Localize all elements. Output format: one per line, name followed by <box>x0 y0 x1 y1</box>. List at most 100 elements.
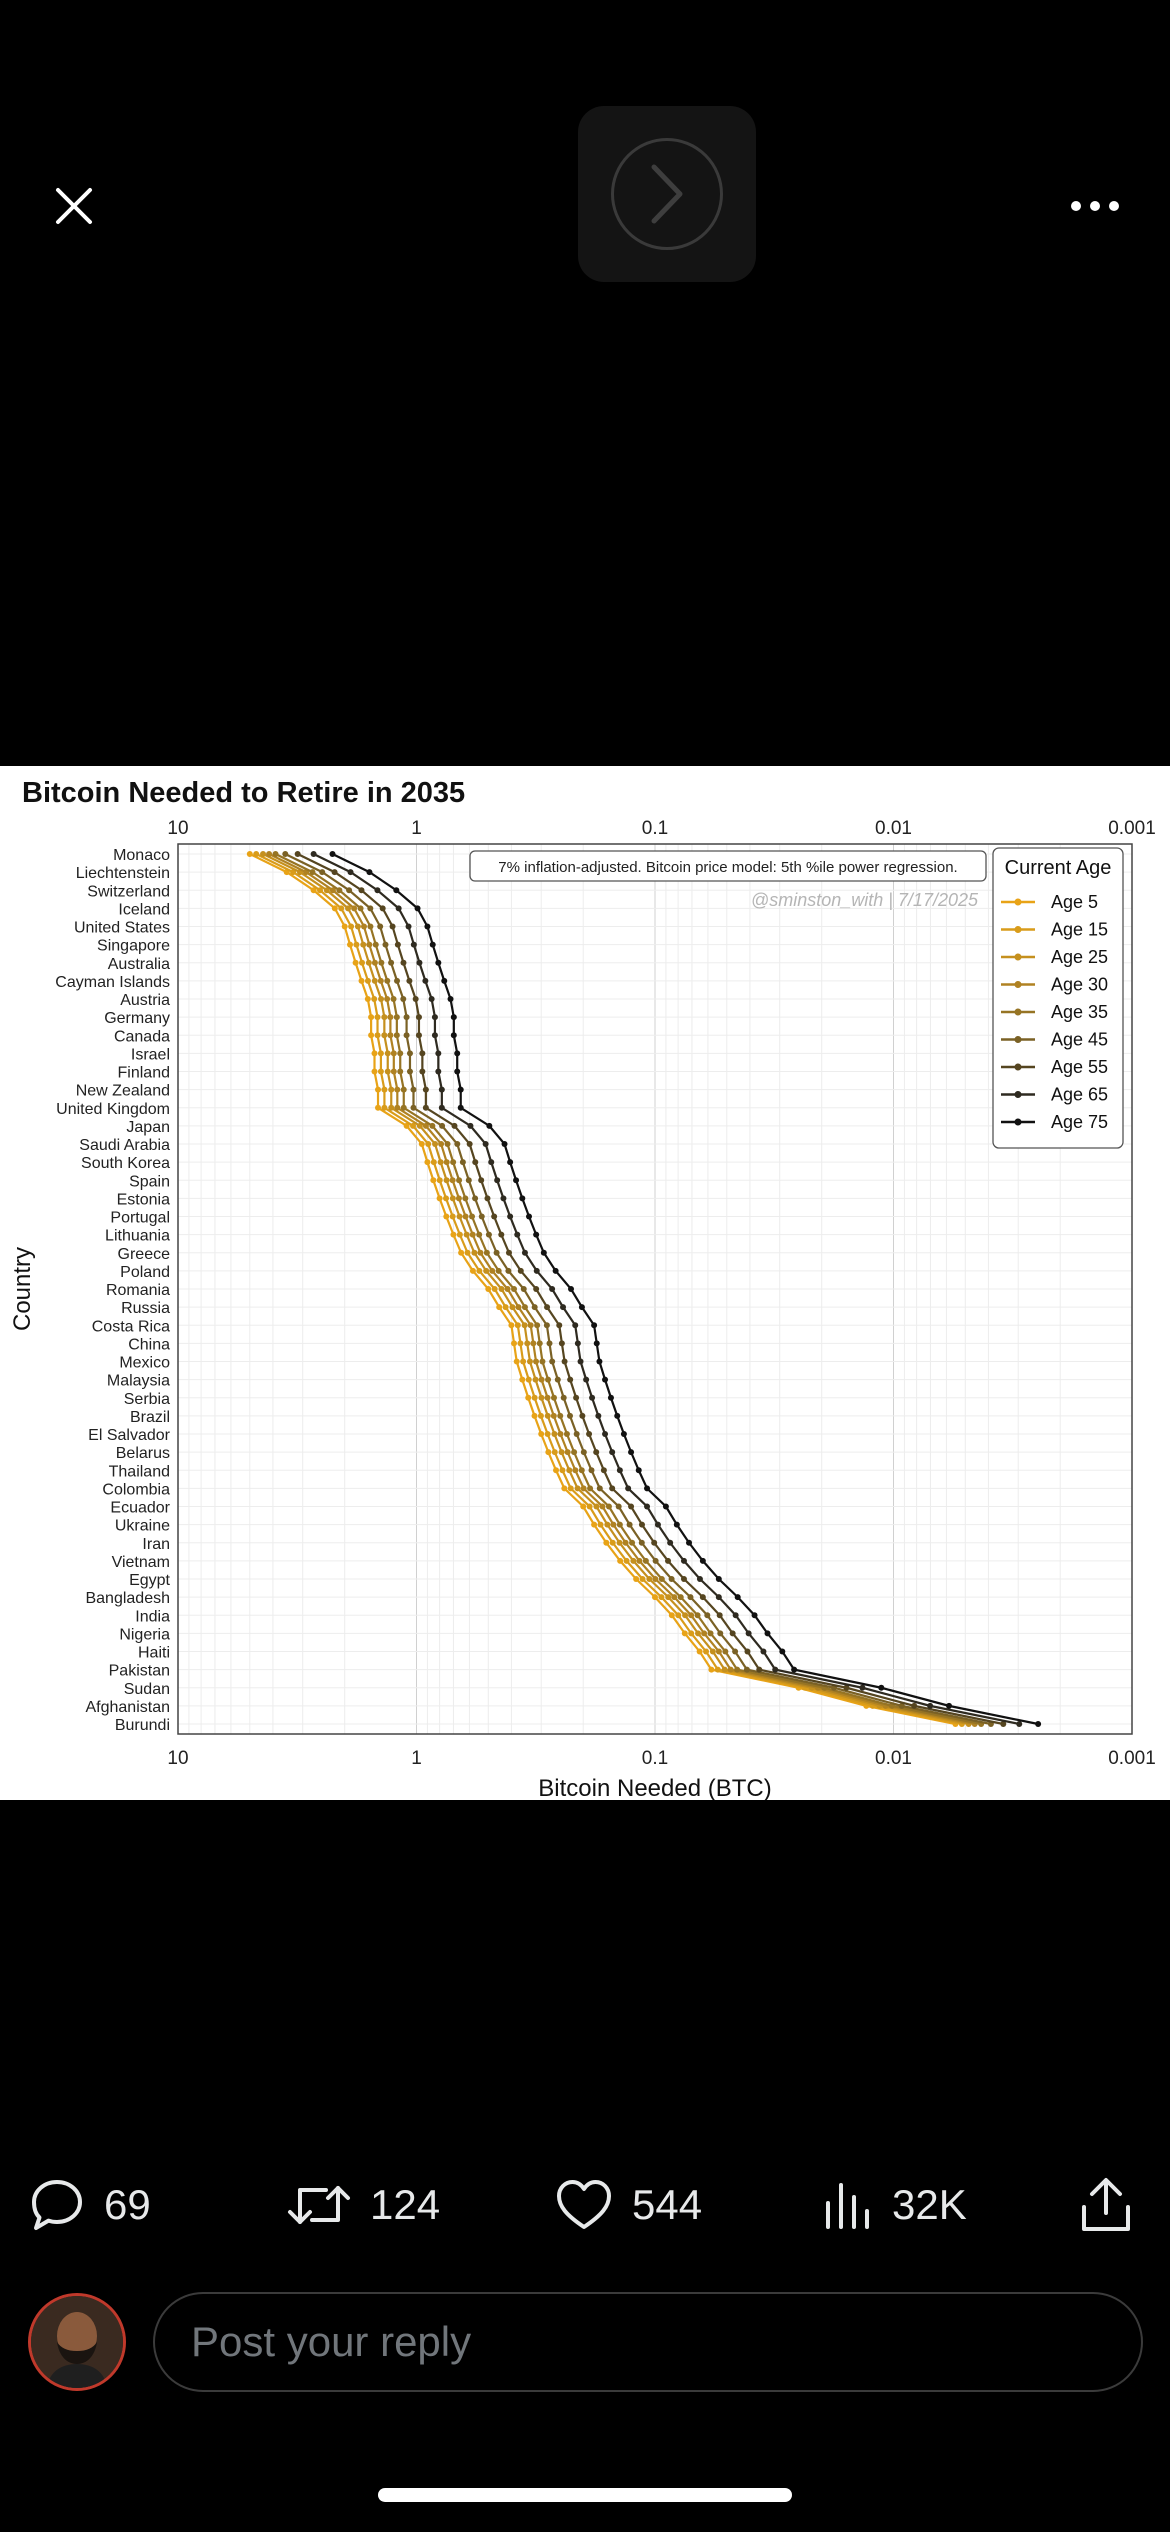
series-point <box>436 1195 443 1202</box>
series-point <box>505 1249 512 1256</box>
series-point <box>387 1014 394 1021</box>
series-point <box>551 1449 558 1456</box>
legend-swatch-marker <box>1014 1118 1022 1126</box>
series-point <box>410 1122 417 1129</box>
series-point <box>558 1340 565 1347</box>
watermark-text: @sminston_with | 7/17/2025 <box>751 890 979 910</box>
series-point <box>422 1104 429 1111</box>
series-point <box>688 1612 695 1619</box>
like-button[interactable]: 544 <box>554 2170 702 2240</box>
y-tick-label: Afghanistan <box>85 1699 170 1716</box>
series-point <box>586 1503 593 1510</box>
series-point <box>368 1014 375 1021</box>
avatar[interactable] <box>28 2293 126 2391</box>
series-point <box>745 1630 752 1637</box>
series-point <box>545 1449 552 1456</box>
y-tick-label: Malaysia <box>107 1373 170 1390</box>
series-point <box>498 1286 505 1292</box>
more-options-button[interactable] <box>1060 176 1130 236</box>
close-button[interactable] <box>44 176 104 236</box>
series-point <box>500 1195 507 1202</box>
x-tick-label-bottom: 0.1 <box>642 1748 668 1769</box>
series-point <box>526 1358 533 1365</box>
series-point <box>431 1014 438 1021</box>
series-point <box>543 1322 550 1329</box>
series-point <box>593 1503 600 1510</box>
views-icon <box>826 2183 869 2229</box>
series-point <box>465 1177 472 1184</box>
legend-swatch-marker <box>1014 1008 1022 1016</box>
series-point <box>616 1467 623 1474</box>
series-point <box>533 1231 540 1238</box>
series-point <box>597 1521 604 1528</box>
series-point <box>677 1594 684 1601</box>
repost-button[interactable]: 124 <box>286 2170 440 2240</box>
series-point <box>517 1340 524 1347</box>
series-point <box>596 1358 603 1365</box>
series-point <box>622 1539 629 1546</box>
series-point <box>466 1141 473 1147</box>
series-point <box>704 1612 711 1619</box>
series-point <box>715 1648 722 1655</box>
series-point <box>527 1322 534 1329</box>
series-point <box>703 1648 710 1655</box>
y-tick-label: Iran <box>142 1536 170 1553</box>
series-point <box>616 1539 623 1546</box>
series-point <box>602 1431 609 1437</box>
series-point <box>544 1431 551 1437</box>
series-point <box>282 851 289 857</box>
series-point <box>498 1231 505 1238</box>
series-point <box>644 1503 651 1510</box>
series-point <box>354 923 361 930</box>
series-point <box>538 1431 545 1437</box>
y-tick-label: Saudi Arabia <box>79 1137 170 1154</box>
series-point <box>266 851 273 857</box>
chart-title: Bitcoin Needed to Retire in 2035 <box>22 777 465 809</box>
series-point <box>482 1141 489 1147</box>
home-indicator[interactable] <box>378 2488 792 2502</box>
y-tick-label: Liechtenstein <box>76 865 170 882</box>
series-point <box>394 941 401 948</box>
series-point <box>456 1213 463 1220</box>
series-point <box>477 1249 484 1256</box>
series-point <box>701 1630 708 1637</box>
series-point <box>451 1122 458 1129</box>
series-point <box>544 1304 551 1311</box>
legend-entry: Age 5 <box>1051 892 1098 912</box>
views-button[interactable]: 32K <box>822 2170 967 2240</box>
annotation-box <box>469 850 987 882</box>
y-tick-label: Japan <box>126 1119 170 1136</box>
series-point <box>729 1630 736 1637</box>
series-point <box>377 1050 384 1057</box>
reply-input[interactable]: Post your reply <box>153 2292 1143 2392</box>
series-point <box>561 1358 568 1365</box>
series-point <box>377 1068 384 1075</box>
series-point <box>319 869 326 876</box>
chart-image[interactable]: Bitcoin Needed to Retire in 2035 10 10 1 1 0.… <box>0 766 1170 1800</box>
series-point <box>260 851 267 857</box>
series-point <box>588 1467 595 1474</box>
series-point <box>486 1122 493 1129</box>
series-point <box>587 1485 594 1492</box>
y-tick-label: Egypt <box>129 1572 170 1589</box>
series-point <box>394 1086 401 1093</box>
series-point <box>696 1576 703 1582</box>
series-point <box>381 1032 388 1039</box>
series-point <box>438 1104 445 1111</box>
series-point <box>347 869 354 876</box>
series-point <box>675 1612 682 1619</box>
reply-button[interactable]: 69 <box>28 2170 151 2240</box>
series-point <box>375 1104 382 1111</box>
series-point <box>525 1394 532 1401</box>
series-point <box>496 1304 503 1311</box>
share-button[interactable] <box>1078 2170 1134 2240</box>
series-point <box>589 1394 596 1401</box>
series-point <box>644 1485 651 1492</box>
series-point <box>620 1431 627 1437</box>
series-point <box>699 1557 706 1564</box>
series-point <box>574 1485 581 1492</box>
views-count: 32K <box>892 2181 967 2228</box>
series-point <box>469 1267 476 1274</box>
series-point <box>469 1213 476 1220</box>
next-media-button[interactable] <box>578 106 756 282</box>
